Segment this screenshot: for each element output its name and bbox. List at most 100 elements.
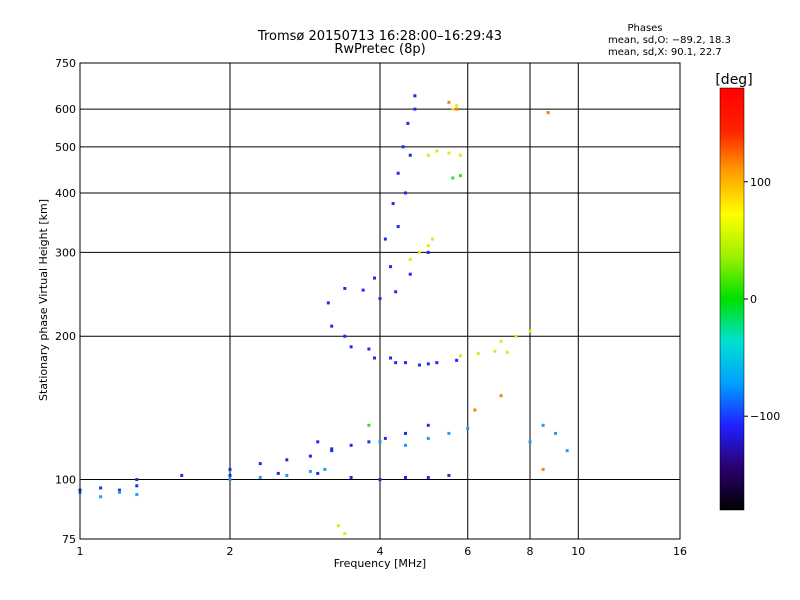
x-tick-label: 10	[571, 545, 585, 558]
phase-stats-title: Phases	[627, 23, 662, 34]
data-point	[258, 462, 262, 466]
data-point	[349, 475, 353, 479]
data-point	[541, 467, 545, 471]
data-point	[378, 478, 382, 482]
data-point	[343, 286, 347, 290]
data-point	[417, 250, 421, 254]
axis-ticks: 1 2 4 6 8 10 16 75 100 200 300 400 500 600 750	[55, 57, 687, 558]
x-tick-label: 16	[673, 545, 687, 558]
data-point	[413, 94, 417, 98]
y-tick-label: 200	[55, 330, 76, 343]
x-tick-label: 4	[377, 545, 384, 558]
data-point	[476, 351, 480, 355]
data-point	[403, 475, 407, 479]
y-tick-label: 600	[55, 103, 76, 116]
data-point	[408, 153, 412, 157]
data-point	[455, 104, 459, 108]
data-point	[330, 324, 334, 328]
data-point	[394, 290, 398, 294]
data-point	[553, 431, 557, 435]
colorbar-tick-label: −100	[750, 410, 780, 423]
data-point	[426, 362, 430, 366]
data-point	[389, 265, 393, 269]
data-point	[349, 345, 353, 349]
data-point	[408, 257, 412, 261]
data-point	[447, 100, 451, 104]
data-point	[367, 347, 371, 351]
data-point	[361, 288, 365, 292]
data-point	[336, 524, 340, 528]
y-tick-label: 750	[55, 57, 76, 70]
data-point	[403, 431, 407, 435]
data-point	[367, 440, 371, 444]
x-axis-label: Frequency [MHz]	[334, 557, 426, 570]
colorbar	[719, 87, 745, 511]
data-point	[135, 484, 139, 488]
y-tick-label: 400	[55, 187, 76, 200]
data-point	[394, 361, 398, 365]
data-point	[435, 361, 439, 365]
data-point	[401, 145, 405, 149]
data-point	[383, 436, 387, 440]
data-point	[403, 191, 407, 195]
data-point	[308, 454, 312, 458]
data-point	[499, 394, 503, 398]
chart-title: Tromsø 20150713 16:28:00–16:29:43	[257, 29, 502, 44]
data-point	[330, 447, 334, 451]
data-point	[316, 471, 320, 475]
data-point	[285, 473, 289, 477]
data-point	[447, 473, 451, 477]
data-point	[403, 443, 407, 447]
data-point	[505, 350, 509, 354]
data-point	[373, 356, 377, 360]
data-point	[447, 151, 451, 155]
x-tick-label: 2	[227, 545, 234, 558]
data-point	[447, 431, 451, 435]
data-point	[514, 334, 518, 338]
data-point	[389, 356, 393, 360]
data-point	[316, 440, 320, 444]
data-point	[403, 361, 407, 365]
data-point	[343, 334, 347, 338]
colorbar-label: [deg]	[715, 72, 752, 88]
y-tick-label: 500	[55, 141, 76, 154]
y-tick-label: 100	[55, 474, 76, 487]
data-point	[323, 467, 327, 471]
y-tick-label: 300	[55, 246, 76, 259]
data-point	[228, 473, 232, 477]
data-point	[378, 297, 382, 301]
plot-frame	[79, 62, 681, 540]
data-point	[396, 171, 400, 175]
data-point	[406, 121, 410, 125]
data-point	[180, 473, 184, 477]
data-point	[458, 354, 462, 358]
data-point	[117, 488, 121, 492]
colorbar-tick-label: 100	[750, 176, 771, 189]
phase-stats-line-o: mean, sd,O: −89.2, 18.3	[608, 35, 731, 46]
data-point	[99, 486, 103, 490]
data-point	[228, 478, 232, 482]
data-point	[373, 276, 377, 280]
data-point	[383, 237, 387, 241]
data-point	[426, 153, 430, 157]
x-tick-label: 6	[464, 545, 471, 558]
data-point	[276, 471, 280, 475]
data-point	[473, 408, 477, 412]
data-point	[455, 358, 459, 362]
data-point	[435, 149, 439, 153]
phase-stats-line-x: mean, sd,X: 90.1, 22.7	[608, 47, 722, 58]
data-point	[458, 174, 462, 178]
data-point	[426, 436, 430, 440]
data-point	[413, 107, 417, 111]
data-point	[565, 449, 569, 453]
colorbar-ticks: 100 0 −100	[744, 176, 780, 423]
y-axis-label: Stationary phase Virtual Height [km]	[37, 199, 50, 401]
data-point	[117, 490, 121, 494]
x-tick-label: 8	[527, 545, 534, 558]
data-point	[258, 475, 262, 479]
data-point	[396, 225, 400, 229]
data-point	[99, 495, 103, 499]
data-point	[451, 176, 455, 180]
colorbar-tick-label: 0	[750, 293, 757, 306]
